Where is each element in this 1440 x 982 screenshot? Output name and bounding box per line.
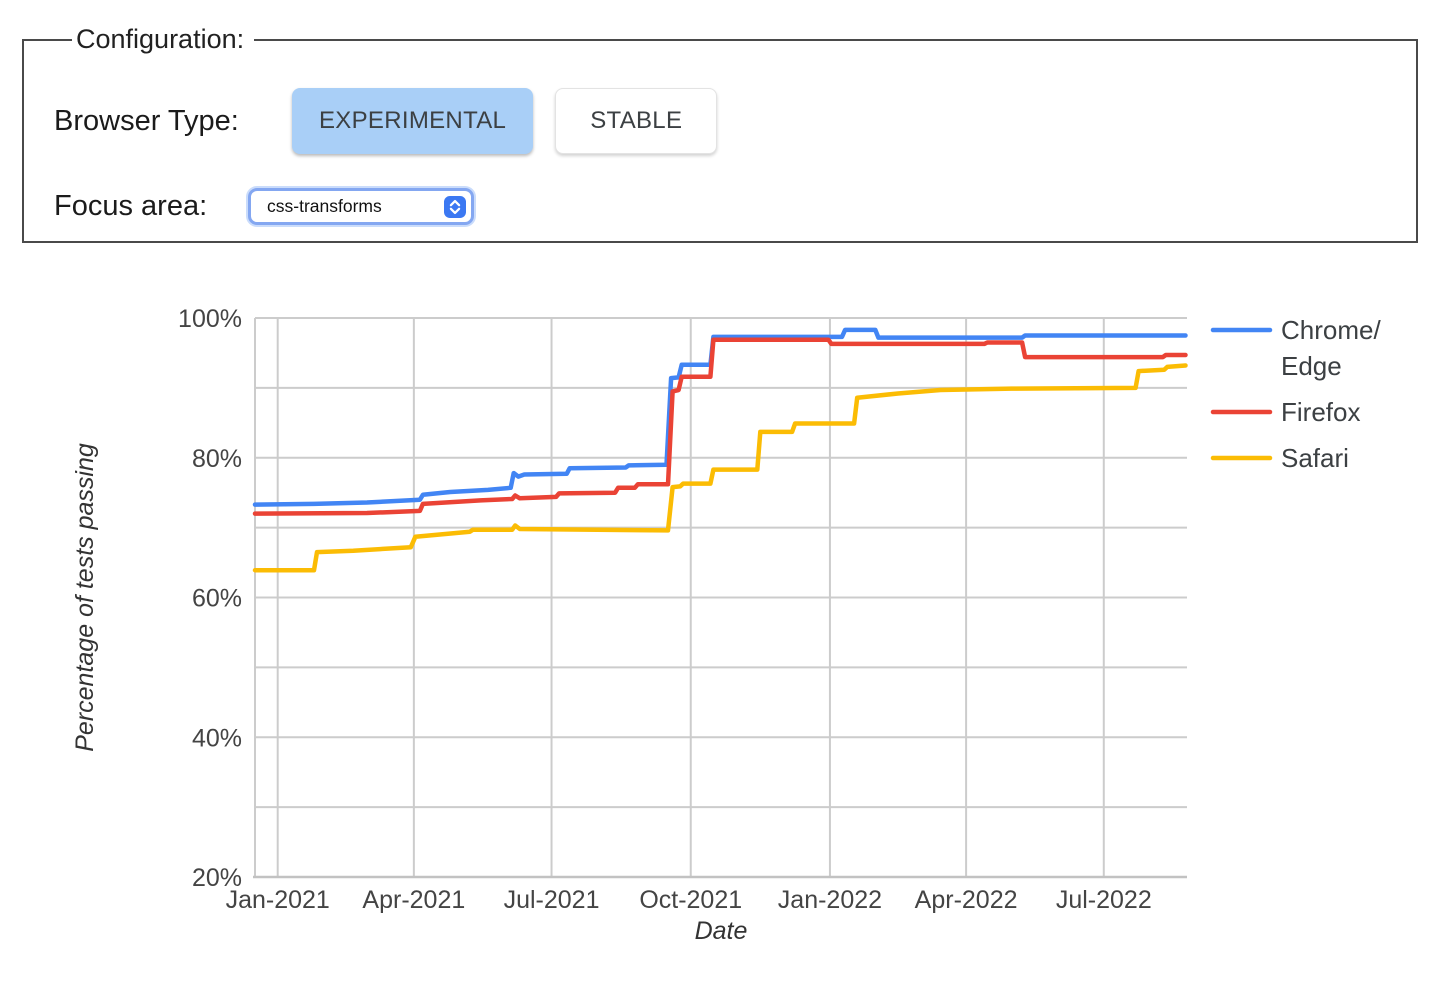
experimental-button[interactable]: EXPERIMENTAL xyxy=(292,88,534,154)
y-tick-label: 60% xyxy=(192,585,242,613)
x-tick-label: Jul-2021 xyxy=(504,886,600,914)
x-tick-label: Jul-2022 xyxy=(1056,886,1152,914)
page: Configuration: Browser Type: EXPERIMENTA… xyxy=(0,24,1440,963)
series-line-safari xyxy=(252,363,1188,573)
focus-area-selected-value: css-transforms xyxy=(267,196,382,216)
legend-label-firefox: Firefox xyxy=(1281,397,1360,427)
x-tick-label: Jan-2022 xyxy=(778,886,882,914)
y-tick-label: 40% xyxy=(192,724,242,752)
browser-type-label: Browser Type: xyxy=(54,104,239,137)
legend-label-safari: Safari xyxy=(1281,443,1349,473)
line-chart: Jan-2021 Apr-2021 Jul-2021 Oct-2021 Jan-2022… xyxy=(71,305,1381,945)
y-tick-label: 20% xyxy=(192,864,242,892)
series-line-firefox xyxy=(252,337,1188,516)
y-tick-label: 80% xyxy=(192,445,242,473)
legend-label-chrome-edge: Edge xyxy=(1281,351,1342,381)
focus-area-select[interactable]: css-transforms xyxy=(248,188,474,225)
x-tick-label: Jan-2021 xyxy=(226,886,330,914)
y-axis-title: Percentage of tests passing xyxy=(71,443,99,752)
browser-type-row: Browser Type: EXPERIMENTAL STABLE xyxy=(54,88,1416,154)
x-tick-label: Oct-2021 xyxy=(639,886,742,914)
focus-area-row: Focus area: css-transforms xyxy=(54,188,1416,225)
configuration-legend: Configuration: xyxy=(76,24,245,54)
x-tick-label: Apr-2022 xyxy=(915,886,1018,914)
up-down-chevrons-icon xyxy=(444,195,466,218)
stable-button[interactable]: STABLE xyxy=(555,88,718,154)
legend-label-chrome-edge: Chrome/ xyxy=(1281,315,1381,345)
x-axis-title: Date xyxy=(695,917,748,945)
series-line-chrome-edge xyxy=(252,327,1188,507)
x-tick-label: Apr-2021 xyxy=(362,886,465,914)
configuration-panel: Configuration: Browser Type: EXPERIMENTA… xyxy=(22,24,1418,243)
y-tick-label: 100% xyxy=(178,305,242,333)
tests-passing-chart: Jan-2021 Apr-2021 Jul-2021 Oct-2021 Jan-2022… xyxy=(0,275,1440,963)
focus-area-label: Focus area: xyxy=(54,190,208,222)
